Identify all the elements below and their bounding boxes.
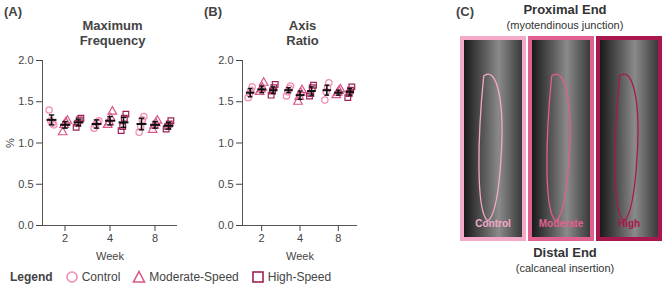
svg-text:High: High — [618, 218, 640, 229]
svg-text:8: 8 — [335, 232, 341, 244]
svg-text:1.5: 1.5 — [218, 95, 233, 107]
svg-text:Control: Control — [475, 218, 511, 229]
html-text:Legend: Legend — [10, 270, 53, 284]
html-text:Control: Control — [81, 270, 121, 284]
svg-text:4: 4 — [107, 232, 113, 244]
svg-text:(myotendinous junction): (myotendinous junction) — [507, 19, 624, 31]
html-text:(B): (B) — [204, 4, 222, 19]
html-text:High-Speed: High-Speed — [267, 270, 332, 284]
svg-text:%: % — [4, 138, 16, 148]
svg-text:2.0: 2.0 — [18, 54, 33, 66]
svg-text:0.0: 0.0 — [218, 219, 233, 231]
svg-text:1.0: 1.0 — [18, 137, 33, 149]
html-text:(A): (A) — [4, 4, 22, 19]
svg-text:1.0: 1.0 — [218, 137, 233, 149]
svg-text:1.5: 1.5 — [18, 95, 33, 107]
svg-text:Moderate: Moderate — [539, 218, 584, 229]
svg-text:2: 2 — [62, 232, 68, 244]
svg-text:2: 2 — [259, 232, 265, 244]
html-text:Axis Ratio: Axis Ratio — [286, 18, 319, 48]
svg-text:(calcaneal insertion): (calcaneal insertion) — [516, 262, 614, 274]
svg-text:Week: Week — [96, 250, 124, 262]
svg-text:0.5: 0.5 — [18, 178, 33, 190]
svg-text:4: 4 — [297, 232, 303, 244]
svg-text:2.0: 2.0 — [218, 54, 233, 66]
svg-text:8: 8 — [152, 232, 158, 244]
html-text:Moderate-Speed: Moderate-Speed — [149, 270, 239, 284]
html-text:Maximum Frequency: Maximum Frequency — [79, 18, 146, 48]
svg-text:0.0: 0.0 — [18, 219, 33, 231]
svg-text:Week: Week — [286, 250, 314, 262]
svg-text:0.5: 0.5 — [218, 178, 233, 190]
svg-text:Proximal End: Proximal End — [523, 2, 606, 17]
html-text:(C): (C) — [456, 4, 474, 19]
svg-text:Distal End: Distal End — [533, 245, 597, 260]
